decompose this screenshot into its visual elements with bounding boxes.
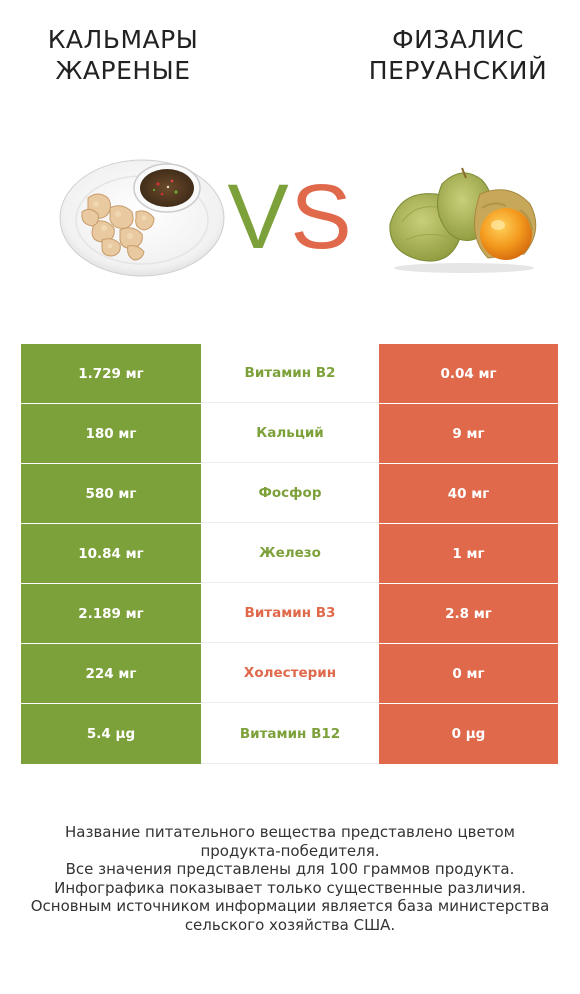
nutrient-name: Кальций bbox=[201, 404, 379, 463]
left-food-value: 580 мг bbox=[21, 464, 201, 523]
right-food-title-line-1: ФИЗАЛИС bbox=[392, 25, 524, 54]
footer-line: Инфографика показывает только существенн… bbox=[54, 878, 526, 897]
right-food-value: 2.8 мг bbox=[379, 584, 558, 643]
table-row: 224 мг Холестерин 0 мг bbox=[21, 644, 558, 704]
right-food-title-line-2: ПЕРУАНСКИЙ bbox=[368, 56, 548, 85]
right-food-value: 1 мг bbox=[379, 524, 558, 583]
fried-squid-plate-icon bbox=[59, 159, 225, 277]
physalis-fruit-icon bbox=[389, 167, 537, 273]
right-food-value: 0 мг bbox=[379, 644, 558, 703]
left-food-value: 2.189 мг bbox=[21, 584, 201, 643]
right-food-value: 9 мг bbox=[379, 404, 558, 463]
right-food-title: ФИЗАЛИС ПЕРУАНСКИЙ bbox=[338, 24, 578, 86]
nutrient-name: Железо bbox=[201, 524, 379, 583]
table-row: 5.4 µg Витамин B12 0 µg bbox=[21, 704, 558, 764]
nutrient-comparison-table: 1.729 мг Витамин B2 0.04 мг 180 мг Кальц… bbox=[21, 344, 558, 764]
nutrient-name: Витамин B2 bbox=[201, 344, 379, 403]
left-food-value: 5.4 µg bbox=[21, 704, 201, 764]
nutrient-name: Фосфор bbox=[201, 464, 379, 523]
nutrient-name: Витамин B3 bbox=[201, 584, 379, 643]
left-food-value: 10.84 мг bbox=[21, 524, 201, 583]
table-row: 10.84 мг Железо 1 мг bbox=[21, 524, 558, 584]
left-food-title-line-2: ЖАРЕНЫЕ bbox=[55, 56, 191, 85]
left-food-title: КАЛЬМАРЫ ЖАРЕНЫЕ bbox=[3, 24, 243, 86]
left-food-title-line-1: КАЛЬМАРЫ bbox=[47, 25, 199, 54]
left-food-value: 180 мг bbox=[21, 404, 201, 463]
left-food-value: 1.729 мг bbox=[21, 344, 201, 403]
table-row: 2.189 мг Витамин B3 2.8 мг bbox=[21, 584, 558, 644]
footer-line: Основным источником информации является … bbox=[30, 897, 550, 915]
right-food-value: 0 µg bbox=[379, 704, 558, 764]
left-food-value: 224 мг bbox=[21, 644, 201, 703]
table-row: 1.729 мг Витамин B2 0.04 мг bbox=[21, 344, 558, 404]
table-row: 180 мг Кальций 9 мг bbox=[21, 404, 558, 464]
right-food-value: 40 мг bbox=[379, 464, 558, 523]
right-food-value: 0.04 мг bbox=[379, 344, 558, 403]
footer-line: сельского хозяйства США. bbox=[184, 915, 396, 934]
footer-note: Название питательного вещества представл… bbox=[10, 823, 570, 934]
table-row: 580 мг Фосфор 40 мг bbox=[21, 464, 558, 524]
nutrient-name: Витамин B12 bbox=[201, 704, 379, 764]
versus-s: S bbox=[290, 168, 351, 258]
footer-line: Все значения представлены для 100 граммо… bbox=[65, 860, 515, 878]
nutrient-name: Холестерин bbox=[201, 644, 379, 703]
versus-label: V S bbox=[227, 168, 351, 258]
footer-line: Название питательного вещества представл… bbox=[65, 823, 515, 841]
versus-v: V bbox=[227, 168, 288, 258]
footer-line: продукта-победителя. bbox=[200, 841, 380, 860]
